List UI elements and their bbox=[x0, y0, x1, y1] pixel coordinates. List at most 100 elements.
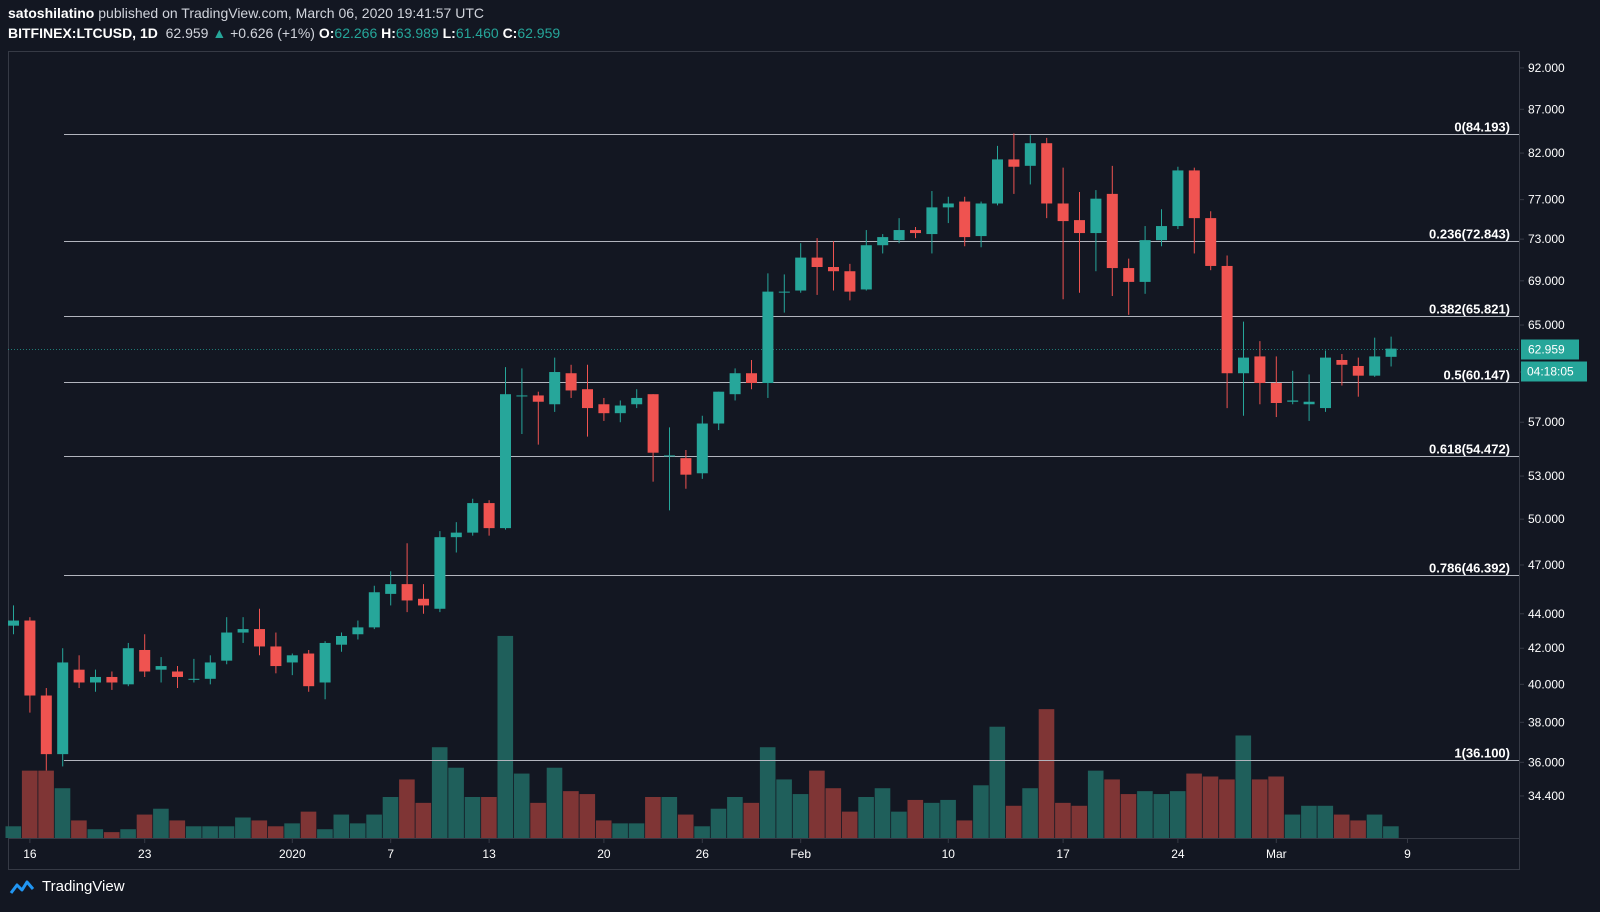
candlestick-series[interactable] bbox=[8, 133, 1397, 771]
candle-body[interactable] bbox=[155, 666, 167, 670]
price-tick-label: 87.000 bbox=[1528, 102, 1565, 116]
candle-body[interactable] bbox=[1188, 170, 1200, 219]
candle-body[interactable] bbox=[73, 669, 85, 683]
candle-body[interactable] bbox=[467, 503, 479, 533]
publish-text: published on TradingView.com, March 06, … bbox=[98, 5, 485, 21]
candle-body[interactable] bbox=[778, 291, 790, 293]
candle-body[interactable] bbox=[1254, 356, 1266, 384]
candle-body[interactable] bbox=[1074, 220, 1085, 234]
candle-body[interactable] bbox=[1221, 265, 1233, 374]
candle-body[interactable] bbox=[1385, 348, 1397, 357]
candle-body[interactable] bbox=[565, 373, 577, 391]
candle-body[interactable] bbox=[631, 397, 643, 405]
candle-body[interactable] bbox=[598, 404, 610, 414]
candle-body[interactable] bbox=[1123, 268, 1135, 282]
tradingview-logo[interactable]: TradingView bbox=[8, 878, 125, 895]
candle-body[interactable] bbox=[762, 291, 774, 384]
candle-body[interactable] bbox=[828, 267, 839, 272]
candle-body[interactable] bbox=[1287, 400, 1299, 402]
candle-body[interactable] bbox=[844, 271, 856, 292]
candle-body[interactable] bbox=[106, 676, 118, 683]
candle-body[interactable] bbox=[1303, 401, 1315, 405]
candle-body[interactable] bbox=[352, 627, 364, 635]
volume-bar bbox=[1383, 826, 1399, 838]
symbol-label[interactable]: BITFINEX:LTCUSD, 1D bbox=[8, 25, 158, 41]
candle-body[interactable] bbox=[893, 230, 905, 241]
candle-body[interactable] bbox=[254, 629, 265, 647]
candle-body[interactable] bbox=[1369, 356, 1381, 376]
candle-body[interactable] bbox=[1057, 203, 1069, 222]
candle-body[interactable] bbox=[57, 662, 69, 755]
candle-body[interactable] bbox=[1172, 170, 1184, 227]
candle-body[interactable] bbox=[1106, 193, 1118, 269]
candle-body[interactable] bbox=[1139, 240, 1151, 282]
candle-body[interactable] bbox=[319, 642, 331, 683]
candle-body[interactable] bbox=[746, 373, 757, 384]
candle-body[interactable] bbox=[860, 245, 872, 290]
candle-body[interactable] bbox=[811, 257, 823, 268]
candle-body[interactable] bbox=[795, 257, 807, 291]
candle-body[interactable] bbox=[1090, 198, 1102, 234]
volume-bar bbox=[710, 808, 727, 838]
candle-body[interactable] bbox=[1024, 143, 1036, 166]
candle-body[interactable] bbox=[975, 203, 987, 237]
candle-body[interactable] bbox=[139, 649, 151, 672]
candle-body[interactable] bbox=[614, 405, 626, 414]
candle-body[interactable] bbox=[8, 620, 19, 626]
candle-body[interactable] bbox=[500, 394, 511, 529]
candle-body[interactable] bbox=[172, 671, 183, 677]
candle-body[interactable] bbox=[1238, 357, 1249, 374]
candle-body[interactable] bbox=[1156, 226, 1167, 241]
candle-body[interactable] bbox=[221, 632, 233, 661]
candle-body[interactable] bbox=[483, 503, 495, 529]
candle-body[interactable] bbox=[1041, 143, 1053, 204]
price-axis[interactable]: 92.000 87.000 82.000 77.000 73.000 69.000 65.0… bbox=[1519, 61, 1565, 803]
candle-body[interactable] bbox=[270, 646, 282, 667]
candle-body[interactable] bbox=[959, 201, 971, 238]
candle-body[interactable] bbox=[1352, 365, 1364, 376]
candle-body[interactable] bbox=[647, 394, 659, 453]
candle-body[interactable] bbox=[1008, 159, 1020, 167]
author-name[interactable]: satoshilatino bbox=[8, 5, 95, 21]
candle-body[interactable] bbox=[188, 678, 200, 680]
candle-body[interactable] bbox=[286, 655, 298, 663]
candle-body[interactable] bbox=[992, 159, 1003, 204]
candle-body[interactable] bbox=[729, 373, 741, 395]
candle-body[interactable] bbox=[385, 584, 397, 594]
candle-body[interactable] bbox=[926, 207, 938, 235]
candle-body[interactable] bbox=[24, 620, 36, 696]
candle-body[interactable] bbox=[877, 237, 889, 246]
candle-body[interactable] bbox=[434, 537, 446, 609]
candle-body[interactable] bbox=[680, 458, 692, 475]
price-tick-label: 65.000 bbox=[1528, 318, 1565, 332]
candle-body[interactable] bbox=[336, 635, 347, 645]
volume-bar bbox=[727, 797, 743, 838]
candle-body[interactable] bbox=[122, 648, 134, 685]
candle-body[interactable] bbox=[1320, 357, 1331, 409]
candle-body[interactable] bbox=[516, 395, 528, 397]
candle-body[interactable] bbox=[942, 203, 954, 208]
candle-body[interactable] bbox=[237, 629, 249, 633]
candle-body[interactable] bbox=[664, 455, 675, 457]
candle-body[interactable] bbox=[582, 389, 593, 409]
candle-body[interactable] bbox=[90, 676, 101, 683]
candle-body[interactable] bbox=[368, 592, 380, 628]
candle-body[interactable] bbox=[401, 584, 413, 601]
candle-body[interactable] bbox=[696, 423, 708, 474]
candle-body[interactable] bbox=[418, 598, 429, 606]
candle-body[interactable] bbox=[303, 653, 315, 687]
candle-body[interactable] bbox=[532, 395, 544, 402]
time-axis[interactable]: 16 23 2020 7 13 20 26 Feb 10 17 24 Mar 9 bbox=[23, 838, 1411, 861]
candle-body[interactable] bbox=[40, 695, 52, 755]
candle-body[interactable] bbox=[450, 532, 462, 538]
candle-body[interactable] bbox=[1270, 383, 1282, 403]
candle-body[interactable] bbox=[204, 662, 216, 679]
fibonacci-retracement[interactable]: 0(84.193) 0.236(72.843) 0.382(65.821) 0.5(6… bbox=[8, 120, 1519, 761]
candle-body[interactable] bbox=[1336, 359, 1348, 365]
candle-body[interactable] bbox=[910, 230, 921, 234]
candle-body[interactable] bbox=[713, 391, 725, 424]
candle-body[interactable] bbox=[1205, 218, 1217, 266]
volume-bar bbox=[809, 770, 825, 838]
candle-body[interactable] bbox=[549, 372, 561, 405]
